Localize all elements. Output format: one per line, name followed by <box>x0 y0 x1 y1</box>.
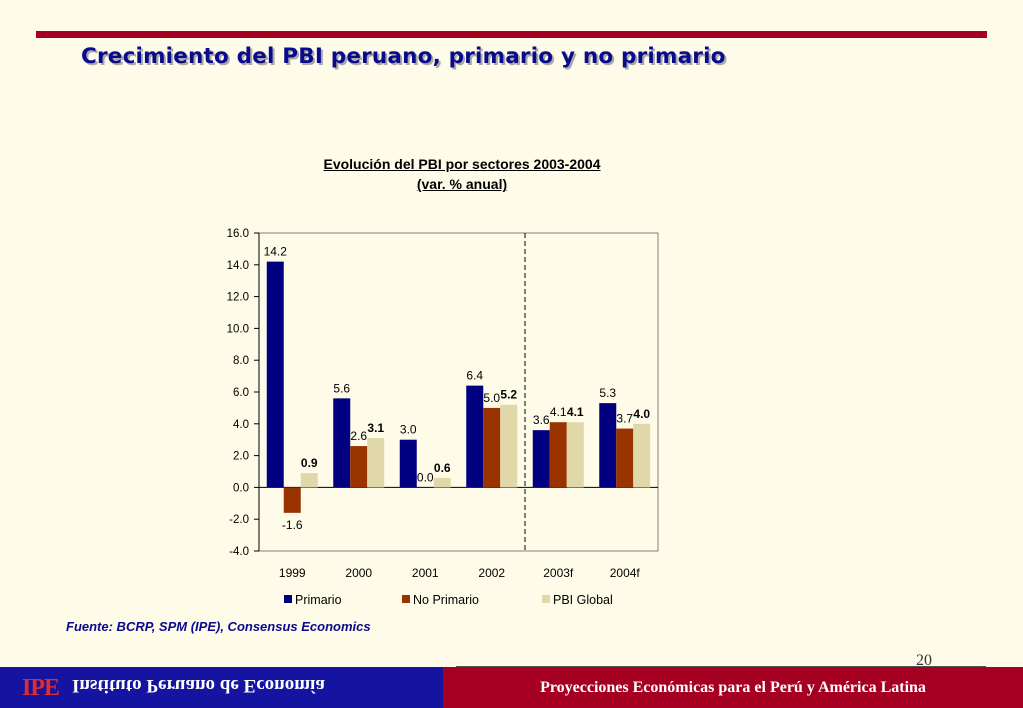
footer-left-band <box>0 667 443 708</box>
bar-primario <box>599 403 617 488</box>
legend-swatch <box>284 595 292 603</box>
chart-title-block: Evolución del PBI por sectores 2003-2004… <box>250 154 674 194</box>
data-label: 0.0 <box>417 470 434 484</box>
legend-swatch <box>402 595 410 603</box>
ipe-logo: IPE <box>22 675 60 701</box>
chart-title: Evolución del PBI por sectores 2003-2004 <box>323 156 601 172</box>
y-tick-label: 6.0 <box>233 387 249 399</box>
bar-no-primario <box>616 428 634 488</box>
y-tick-label: 4.0 <box>233 419 249 431</box>
data-label: 4.0 <box>633 407 650 421</box>
page-number: 20 <box>916 652 932 669</box>
data-label: 6.4 <box>466 369 483 383</box>
footer-divider <box>456 666 986 667</box>
source-note: Fuente: BCRP, SPM (IPE), Consensus Econo… <box>66 619 371 634</box>
x-tick-label: 2004f <box>610 566 641 580</box>
bar-pbi-global <box>633 423 651 488</box>
bar-primario <box>266 261 284 488</box>
bar-pbi-global <box>566 422 584 488</box>
bar-pbi-global <box>367 438 385 488</box>
data-label: 4.1 <box>567 405 584 419</box>
slide-title: Crecimiento del PBI peruano, primario y … <box>81 44 726 69</box>
data-label: 3.1 <box>367 421 384 435</box>
y-tick-label: 2.0 <box>233 451 249 463</box>
y-tick-label: 0.0 <box>233 482 249 494</box>
bar-pbi-global <box>300 473 318 488</box>
data-label: 5.2 <box>500 388 517 402</box>
data-label: 4.1 <box>550 405 567 419</box>
bar-primario <box>399 439 417 488</box>
y-tick-label: 12.0 <box>227 292 249 304</box>
bar-no-primario <box>350 446 368 488</box>
y-tick-label: 16.0 <box>227 228 249 240</box>
x-tick-label: 2003f <box>543 566 574 580</box>
x-tick-label: 2002 <box>478 566 505 580</box>
data-label: -1.6 <box>282 518 303 532</box>
bar-primario <box>333 398 351 488</box>
legend-swatch <box>542 595 550 603</box>
legend-label: PBI Global <box>553 593 613 607</box>
data-label: 0.6 <box>434 461 451 475</box>
y-tick-label: -4.0 <box>229 546 249 558</box>
bar-primario <box>466 385 484 488</box>
data-label: 5.0 <box>483 391 500 405</box>
plot-frame <box>258 232 659 552</box>
bar-no-primario <box>483 407 501 488</box>
x-tick-label: 2000 <box>345 566 372 580</box>
bar-no-primario <box>549 422 567 488</box>
bar-pbi-global <box>500 404 518 488</box>
data-label: 5.6 <box>333 381 350 395</box>
footer-right-band <box>443 667 1023 708</box>
data-label: 3.0 <box>400 423 417 437</box>
data-label: 5.3 <box>599 386 616 400</box>
bar-primario <box>532 430 550 488</box>
data-label: 2.6 <box>350 429 367 443</box>
bar-pbi-global <box>433 477 451 488</box>
y-tick-label: 8.0 <box>233 355 249 367</box>
chart-subtitle: (var. % anual) <box>416 176 508 192</box>
x-tick-label: 1999 <box>279 566 306 580</box>
y-tick-label: 10.0 <box>227 323 249 335</box>
x-tick-label: 2001 <box>412 566 439 580</box>
data-label: 0.9 <box>301 456 318 470</box>
legend-label: No Primario <box>413 593 479 607</box>
data-label: 3.6 <box>533 413 550 427</box>
y-tick-label: -2.0 <box>229 514 249 526</box>
y-tick-label: 14.0 <box>227 260 249 272</box>
bar-no-primario <box>283 487 301 513</box>
top-rule <box>36 31 987 38</box>
institute-name: Instituto Peruano de Economía <box>72 675 325 696</box>
data-label: 3.7 <box>616 412 633 426</box>
footer-caption: Proyecciones Económicas para el Perú y A… <box>540 679 926 696</box>
legend-label: Primario <box>295 593 342 607</box>
data-label: 14.2 <box>264 245 288 259</box>
